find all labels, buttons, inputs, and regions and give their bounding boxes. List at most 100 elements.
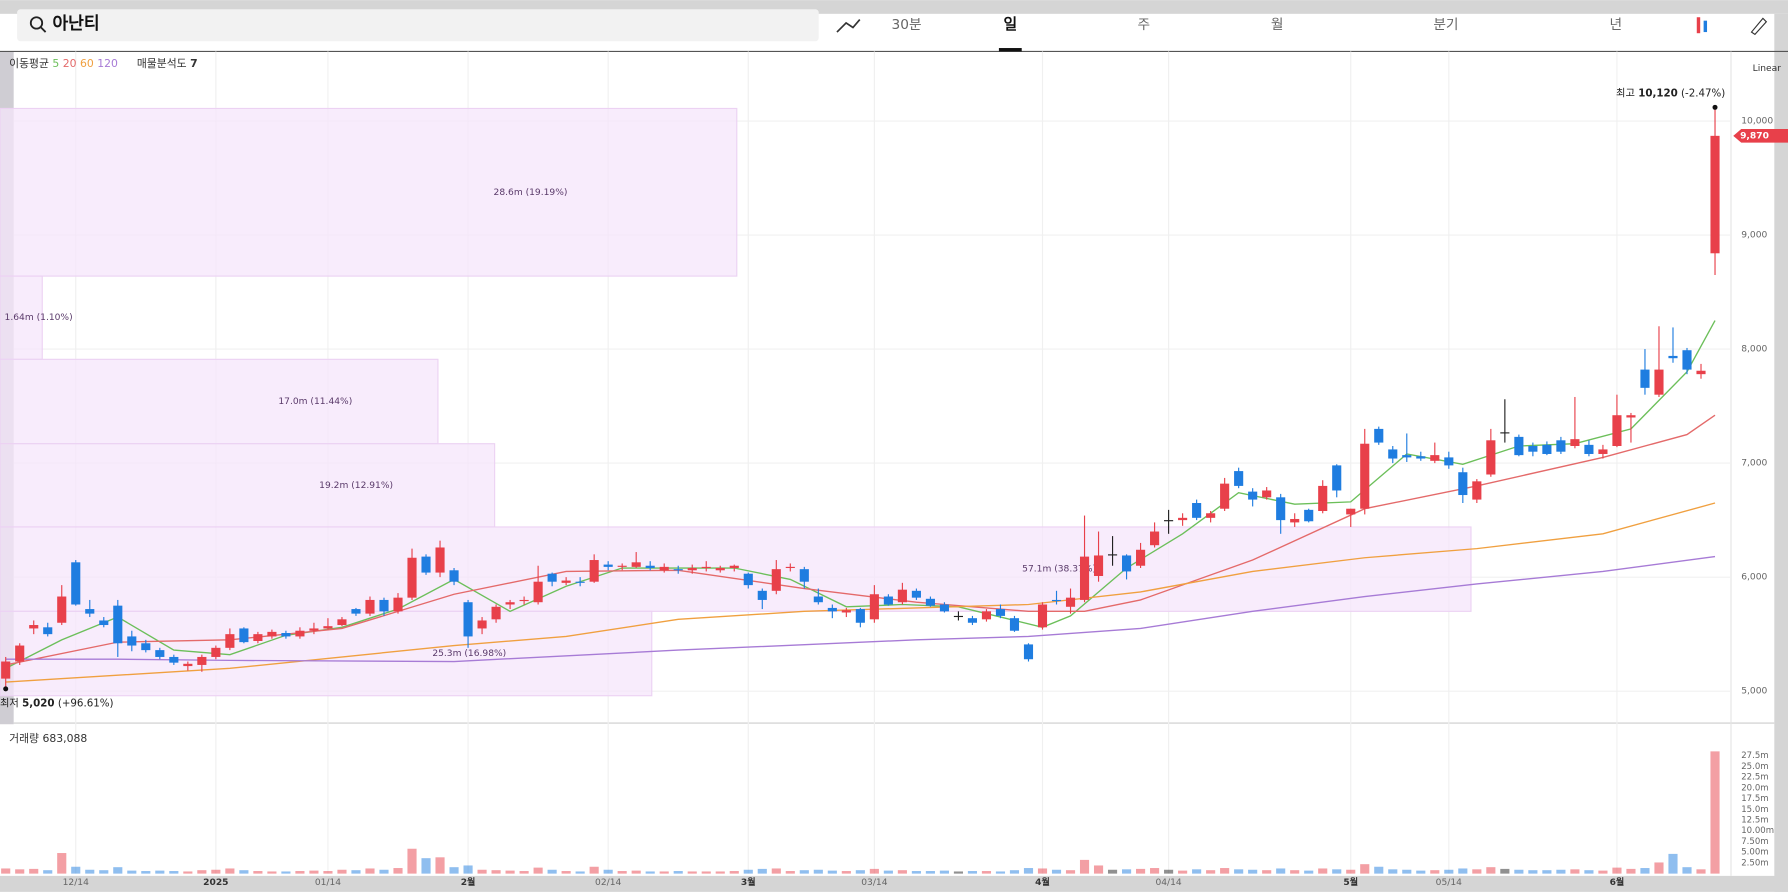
volume-legend: 거래량 683,088 bbox=[9, 732, 87, 745]
candle-body bbox=[547, 573, 557, 582]
volume-bar bbox=[1514, 869, 1524, 874]
profile-legend: 매물분석도 7 bbox=[137, 57, 198, 70]
candle-body bbox=[309, 628, 319, 631]
candle-body bbox=[379, 599, 389, 612]
interval-tab[interactable]: 30분 bbox=[892, 17, 922, 33]
candle-body bbox=[1598, 449, 1608, 454]
interval-tab[interactable]: 주 bbox=[1137, 17, 1150, 33]
volume-legend-title: 거래량 bbox=[9, 732, 39, 745]
candle-body bbox=[1472, 481, 1482, 500]
interval-tab[interactable]: 월 bbox=[1271, 17, 1284, 33]
candle-body bbox=[127, 636, 137, 646]
volume-bar bbox=[1206, 870, 1216, 874]
profile-legend-count: 7 bbox=[190, 57, 198, 70]
volume-bar bbox=[393, 868, 403, 874]
candle-body bbox=[925, 598, 935, 606]
high-value: 10,120 bbox=[1638, 88, 1678, 100]
volume-profile-label: 17.0m (11.44%) bbox=[278, 397, 352, 407]
search-box[interactable] bbox=[17, 9, 819, 42]
candle-body bbox=[1486, 440, 1496, 475]
volume-bar bbox=[1500, 868, 1510, 874]
search-query[interactable]: 아난티 bbox=[52, 14, 99, 34]
volume-tick-label: 12.5m bbox=[1741, 816, 1768, 826]
candle-body bbox=[449, 570, 459, 582]
volume-bar bbox=[967, 871, 978, 874]
draw-icon[interactable] bbox=[1750, 17, 1768, 36]
interval-tab[interactable]: 년 bbox=[1610, 17, 1623, 33]
candle-body bbox=[659, 566, 669, 571]
candle-body bbox=[1192, 503, 1202, 518]
volume-bar bbox=[323, 871, 333, 874]
volume-bar bbox=[1304, 870, 1314, 874]
interval-tab[interactable]: 일 bbox=[1003, 16, 1017, 33]
volume-bar bbox=[1598, 870, 1608, 874]
candle-body bbox=[701, 566, 711, 569]
volume-bar bbox=[253, 871, 263, 874]
candle-body bbox=[1178, 517, 1188, 521]
candle-body bbox=[1107, 554, 1118, 556]
candle-body bbox=[981, 611, 992, 620]
volume-bar bbox=[1093, 865, 1104, 874]
current-price-tag bbox=[1733, 128, 1788, 143]
candle-body bbox=[673, 569, 683, 571]
indicator-icon[interactable] bbox=[836, 18, 861, 33]
candle-body bbox=[1206, 513, 1216, 518]
candle-body bbox=[1122, 555, 1132, 572]
candle-body bbox=[197, 656, 207, 665]
volume-bar bbox=[897, 870, 907, 874]
volume-bar bbox=[1612, 867, 1622, 874]
candle-body bbox=[267, 631, 277, 637]
candle-body bbox=[1374, 428, 1384, 443]
volume-bar bbox=[561, 871, 571, 874]
candle-body bbox=[1051, 599, 1062, 602]
candle-body bbox=[1262, 490, 1272, 498]
tab-underline bbox=[998, 48, 1022, 52]
ma-legend-entry: 120 bbox=[97, 57, 118, 70]
candle-body bbox=[169, 656, 179, 663]
volume-bar bbox=[1556, 869, 1566, 874]
candle-body bbox=[1220, 483, 1230, 509]
volume-bar bbox=[575, 871, 585, 874]
volume-bar bbox=[463, 865, 473, 874]
chart-type-icon[interactable] bbox=[1703, 20, 1708, 33]
volume-bar bbox=[533, 867, 543, 874]
volume-tick-label: 7.50m bbox=[1741, 837, 1768, 847]
volume-bar bbox=[1, 868, 11, 874]
chart-type-icon[interactable] bbox=[1696, 17, 1701, 34]
y-tick-label: 10,000 bbox=[1741, 117, 1773, 127]
candle-body bbox=[1416, 456, 1426, 459]
volume-bar bbox=[1654, 862, 1664, 874]
y-tick-label: 6,000 bbox=[1741, 573, 1767, 583]
volume-bar bbox=[673, 871, 683, 874]
candle-body bbox=[715, 568, 725, 571]
volume-bar bbox=[1374, 866, 1384, 874]
volume-bar bbox=[309, 870, 319, 874]
low-marker bbox=[3, 686, 9, 692]
candle-body bbox=[1037, 604, 1048, 628]
candle-body bbox=[281, 633, 291, 637]
candle-body bbox=[351, 609, 361, 614]
candle-body bbox=[1234, 471, 1244, 486]
candle-body bbox=[617, 565, 627, 567]
low-change: (+96.61%) bbox=[58, 698, 114, 710]
volume-bar bbox=[547, 869, 557, 874]
volume-bar bbox=[1472, 869, 1482, 874]
candle-body bbox=[1164, 520, 1174, 522]
candle-body bbox=[855, 609, 865, 623]
scale-mode[interactable]: Linear bbox=[1753, 64, 1782, 74]
volume-bar bbox=[617, 871, 627, 874]
candle-body bbox=[645, 565, 655, 569]
interval-tab[interactable]: 분기 bbox=[1433, 17, 1458, 33]
x-tick-label: 2월 bbox=[461, 876, 476, 888]
volume-bar bbox=[631, 870, 641, 874]
volume-bar bbox=[491, 870, 501, 874]
candle-body bbox=[1556, 440, 1566, 452]
volume-bar bbox=[295, 871, 305, 874]
x-tick-label: 5월 bbox=[1343, 876, 1358, 888]
candle-body bbox=[407, 557, 417, 598]
volume-bar bbox=[1640, 868, 1650, 874]
volume-profile-label: 19.2m (12.91%) bbox=[319, 481, 393, 491]
volume-tick-label: 22.5m bbox=[1741, 773, 1768, 783]
volume-bar bbox=[1682, 867, 1692, 874]
